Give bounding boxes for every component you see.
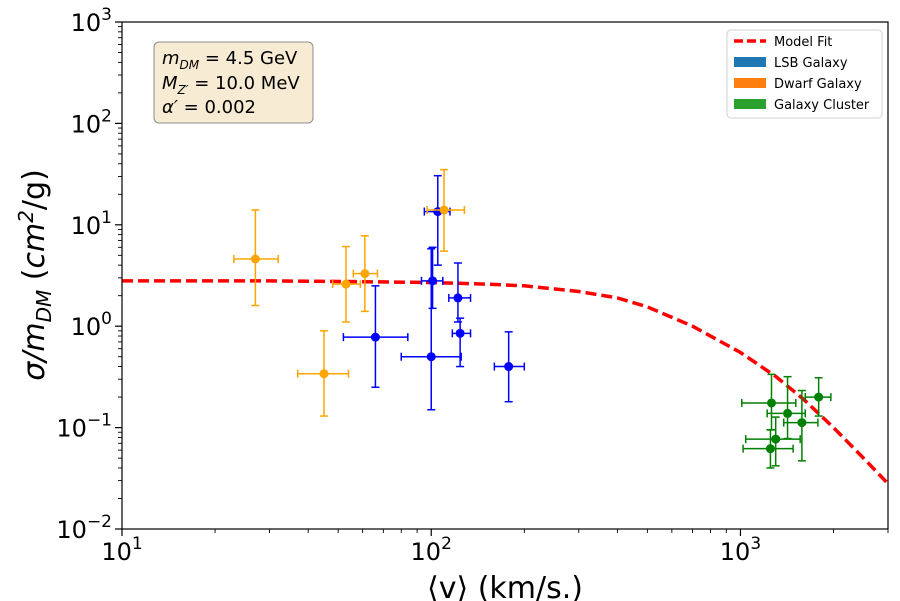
svg-text:σ/mDM (cm2/g): σ/mDM (cm2/g) (14, 169, 56, 381)
legend-box (726, 29, 883, 119)
x-axis-label: ⟨v⟩ (km/s.) (427, 571, 583, 601)
legend: Model Fit LSB Galaxy Dwarf Galaxy Galaxy Cl… (726, 29, 883, 119)
galaxy-cluster-point (782, 389, 819, 462)
data-marker (250, 254, 260, 264)
galaxy-cluster-point (804, 377, 832, 417)
y-tick-label: 103 (71, 5, 112, 37)
lsb-galaxy-point (451, 317, 472, 368)
lsb-galaxy-point (342, 285, 409, 388)
data-layer (122, 168, 888, 485)
data-marker (453, 293, 463, 303)
legend-swatch-galaxy-cluster (734, 99, 766, 109)
data-marker (765, 444, 775, 454)
data-marker (771, 434, 781, 444)
y-tick-label: 100 (71, 309, 112, 341)
annotation-line-coupling: α′ = 0.002 (162, 97, 256, 118)
legend-swatch-lsb-galaxy (734, 57, 766, 67)
data-marker (360, 269, 370, 279)
data-marker (428, 276, 438, 286)
data-marker (783, 408, 793, 418)
legend-label-galaxy-cluster: Galaxy Cluster (774, 98, 870, 113)
dwarf-galaxy-point (233, 209, 279, 307)
legend-label-dwarf-galaxy: Dwarf Galaxy (774, 77, 862, 92)
galaxy-cluster-point (741, 373, 797, 431)
y-tick-label: 101 (71, 208, 112, 240)
data-marker (439, 205, 449, 215)
data-marker (319, 369, 329, 379)
axes: 101 102 103 10−2 10−1 100 101 102 103 (56, 5, 889, 566)
dwarf-galaxy-point (352, 234, 379, 313)
dwarf-galaxy-point (296, 330, 350, 417)
galaxy-cluster-point (766, 375, 806, 440)
parameter-annotation: mDM = 4.5 GeV MZ′ = 10.0 MeV α′ = 0.002 (153, 41, 314, 124)
dwarf-galaxy-point (426, 168, 466, 252)
x-tick-label: 101 (101, 534, 142, 566)
plot-frame (121, 21, 889, 530)
annotation-line-mass: mDM = 4.5 GeV (162, 48, 298, 72)
y-tick-label: 102 (71, 106, 112, 138)
data-marker (370, 332, 380, 342)
annotation-line-mediator: MZ′ = 10.0 MeV (162, 73, 300, 97)
y-tick-label: 10−2 (56, 512, 112, 544)
data-marker (504, 362, 514, 372)
legend-swatch-dwarf-galaxy (734, 78, 766, 88)
galaxy-cluster-point (742, 429, 794, 469)
lsb-galaxy-point (493, 331, 526, 403)
data-marker (797, 418, 807, 428)
y-axis-label: σ/mDM (cm2/g) (14, 169, 56, 381)
model-fit-line (122, 279, 888, 485)
data-marker (455, 328, 465, 338)
lsb-galaxy-point (448, 262, 472, 323)
lsb-galaxy-point (420, 246, 444, 310)
y-tick-label: 10−1 (56, 411, 112, 443)
data-marker (766, 398, 776, 408)
data-marker (426, 352, 436, 362)
galaxy-cluster-point (744, 416, 801, 467)
annotation-box (153, 41, 314, 124)
dwarf-galaxy-point (331, 245, 362, 323)
data-marker (814, 392, 824, 402)
data-marker (341, 279, 351, 289)
lsb-galaxy-point (400, 248, 462, 411)
legend-label-lsb-galaxy: LSB Galaxy (774, 56, 848, 71)
x-tick-label: 102 (411, 534, 452, 566)
legend-label-model-fit: Model Fit (774, 35, 832, 50)
x-tick-label: 103 (720, 534, 761, 566)
